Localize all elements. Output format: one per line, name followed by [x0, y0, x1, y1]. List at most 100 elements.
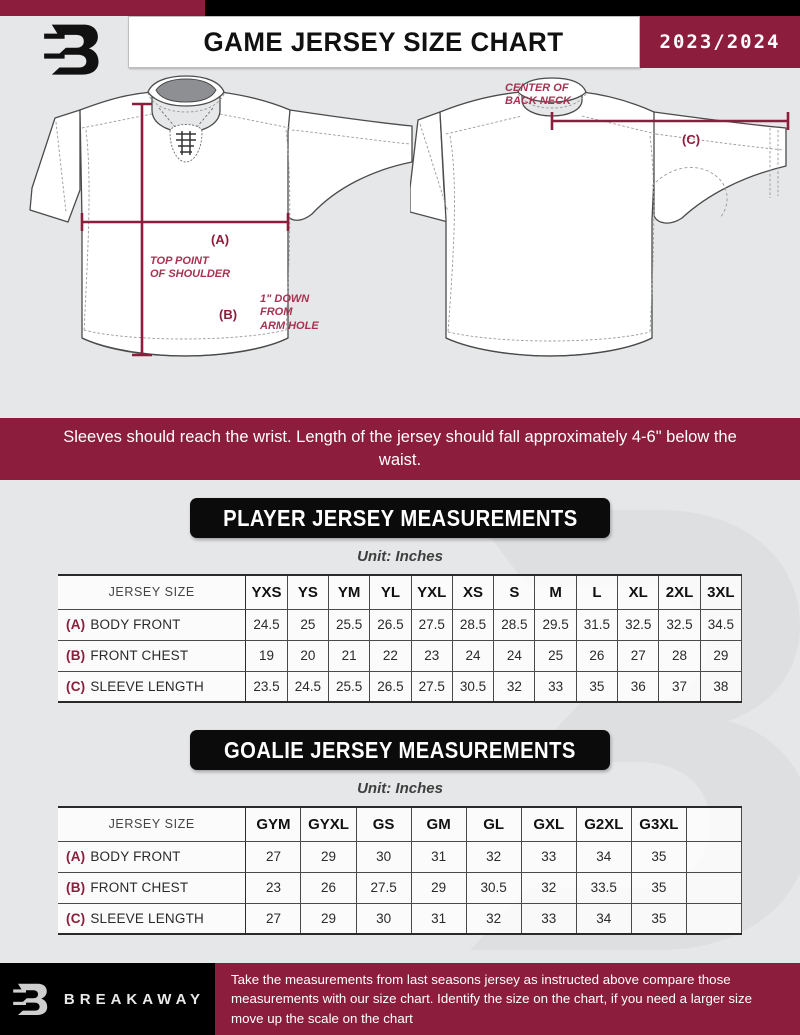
size-header-gyxl: GYXL — [300, 806, 357, 842]
measurement-cell: 31 — [410, 902, 467, 935]
measurement-cell: 24.5 — [245, 608, 288, 641]
measurement-label: (C) SLEEVE LENGTH — [58, 670, 247, 703]
measurement-cell: 23 — [410, 639, 453, 672]
size-header-2xl: 2XL — [658, 574, 701, 610]
measurement-tag: (B) — [66, 648, 86, 663]
measurement-cell: 24 — [451, 639, 495, 672]
measurement-cell: 20 — [286, 639, 330, 672]
jersey-size-label: JERSEY SIZE — [58, 574, 247, 610]
size-header-g3xl: G3XL — [630, 806, 687, 842]
table-row: (A) BODY FRONT 27 29 30 31 32 33 34 35 — [58, 840, 743, 873]
label-b-front: (B) — [219, 307, 238, 322]
measurement-label: (B) FRONT CHEST — [58, 639, 247, 672]
player-measurements-table: JERSEY SIZE YXS YS YM YL YXL XS S M L XL 2XL 3XL (A) B… — [58, 574, 743, 703]
measurement-cell: 24 — [493, 639, 536, 672]
measurement-cell — [685, 840, 743, 873]
measurement-cell: 32 — [520, 871, 577, 904]
page-title: GAME JERSEY SIZE CHART — [203, 26, 565, 57]
size-header-yxl: YXL — [410, 574, 453, 610]
measurement-cell: 33 — [520, 840, 577, 873]
table-row: (B) FRONT CHEST 19 20 21 22 23 24 24 25 26 27 28 29 — [58, 639, 743, 672]
measurement-cell: 27 — [617, 639, 660, 672]
measurement-tag: (A) — [66, 617, 86, 632]
measurement-cell: 32 — [465, 840, 522, 873]
measurement-cell: 37 — [658, 670, 701, 703]
measurement-cell: 28.5 — [451, 608, 495, 641]
goalie-measurements-table: JERSEY SIZE GYM GYXL GS GM GL GXL G2XL G3XL (A) BO… — [58, 806, 743, 935]
measurement-cell: 33.5 — [575, 871, 632, 904]
measurement-cell: 26.5 — [369, 670, 412, 703]
size-header-l: L — [575, 574, 619, 610]
measurement-cell: 25 — [534, 639, 577, 672]
brand-logo — [16, 16, 126, 82]
measurement-cell: 30 — [355, 902, 412, 935]
goalie-section-heading: GOALIE JERSEY MEASUREMENTS — [190, 730, 610, 770]
measurement-cell: 22 — [369, 639, 412, 672]
measurement-cell: 30.5 — [451, 670, 495, 703]
measurement-cell: 38 — [699, 670, 743, 703]
measurement-cell: 35 — [630, 840, 687, 873]
size-header-gs: GS — [355, 806, 412, 842]
measurement-cell: 33 — [520, 902, 577, 935]
footer-brand-text: BREAKAWAY — [63, 990, 206, 1008]
measurement-name: FRONT CHEST — [90, 880, 189, 895]
size-header-xl: XL — [617, 574, 660, 610]
size-header-gl: GL — [465, 806, 522, 842]
player-section-heading: PLAYER JERSEY MEASUREMENTS — [190, 498, 610, 538]
measurement-cell: 32 — [465, 902, 522, 935]
size-header-empty — [685, 806, 743, 842]
footer-instructions: Take the measurements from last seasons … — [215, 963, 800, 1035]
measurement-name: SLEEVE LENGTH — [90, 910, 204, 926]
measurement-tag: (C) — [66, 678, 86, 694]
measurement-cell: 29.5 — [534, 608, 577, 641]
measurement-cell: 31.5 — [575, 608, 619, 641]
measurement-cell: 27.5 — [355, 871, 412, 904]
breakaway-b-logo-icon — [13, 983, 48, 1015]
measurement-cell: 35 — [630, 871, 687, 904]
note-1in-down-from-arm-hole: 1" DOWN FROM ARM HOLE — [260, 293, 319, 332]
measurement-cell: 34 — [575, 902, 632, 935]
table-row: (C) SLEEVE LENGTH 23.5 24.5 25.5 26.5 27.5 30.5… — [58, 670, 743, 703]
measurement-cell: 27 — [245, 840, 302, 873]
measurement-cell: 30.5 — [465, 871, 522, 904]
size-header-ym: YM — [327, 574, 371, 610]
jersey-back-illustration — [410, 77, 790, 357]
measurement-cell: 29 — [300, 840, 357, 873]
size-header-g2xl: G2XL — [575, 806, 632, 842]
jersey-front-illustration — [29, 75, 413, 357]
measurement-cell: 28 — [658, 639, 701, 672]
measurement-cell — [685, 902, 743, 935]
measurement-label: (A) BODY FRONT — [58, 840, 247, 873]
measurement-label: (A) BODY FRONT — [58, 608, 247, 641]
instruction-banner: Sleeves should reach the wrist. Length o… — [0, 418, 800, 480]
size-header-yxs: YXS — [245, 574, 288, 610]
size-header-xs: XS — [451, 574, 495, 610]
table-header-row: JERSEY SIZE GYM GYXL GS GM GL GXL G2XL G3XL — [58, 806, 743, 842]
measurement-cell: 23.5 — [245, 670, 288, 703]
top-bar-maroon — [0, 0, 205, 16]
measurement-cell: 30 — [355, 840, 412, 873]
size-header-gm: GM — [410, 806, 467, 842]
measurement-cell: 32 — [493, 670, 536, 703]
season-badge: 2023/2024 — [640, 16, 800, 68]
measurement-name: BODY FRONT — [90, 849, 181, 864]
measurement-cell: 25 — [286, 608, 330, 641]
measurement-cell: 26 — [300, 871, 357, 904]
label-c-back: (C) — [682, 132, 701, 147]
measurement-name: FRONT CHEST — [90, 648, 189, 663]
note-center-of-back-neck: CENTER OF BACK NECK — [505, 82, 571, 108]
breakaway-b-logo-icon — [44, 24, 99, 75]
measurement-cell: 27.5 — [410, 608, 453, 641]
measurement-name: BODY FRONT — [90, 617, 181, 632]
page-footer: BREAKAWAY Take the measurements from las… — [0, 963, 800, 1035]
size-header-yl: YL — [369, 574, 412, 610]
size-header-s: S — [493, 574, 536, 610]
size-header-gym: GYM — [245, 806, 302, 842]
footer-instructions-text: Take the measurements from last seasons … — [231, 972, 753, 1026]
measurement-cell: 29 — [410, 871, 467, 904]
measurement-cell: 32.5 — [658, 608, 701, 641]
measurement-label: (B) FRONT CHEST — [58, 871, 247, 904]
measurement-tag: (A) — [66, 849, 86, 864]
footer-brand-block: BREAKAWAY — [0, 963, 215, 1035]
